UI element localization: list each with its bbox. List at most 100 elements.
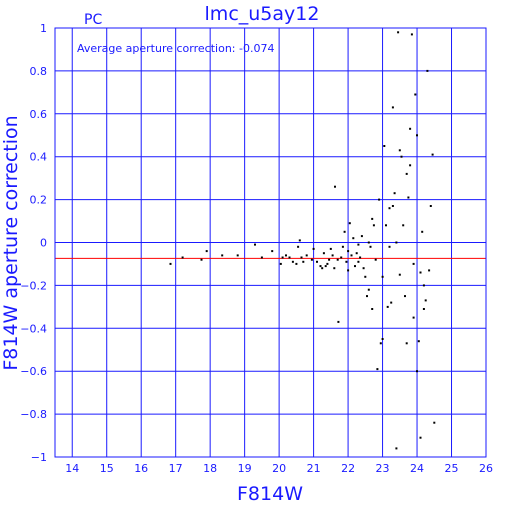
data-point: [359, 256, 362, 259]
data-point: [383, 145, 386, 147]
data-point: [347, 269, 350, 272]
data-point: [422, 308, 425, 310]
data-point: [288, 256, 291, 259]
data-point: [428, 269, 431, 272]
data-point: [391, 106, 394, 109]
data-point: [372, 224, 375, 227]
x-tick-label: 20: [272, 462, 286, 475]
data-point: [343, 230, 346, 233]
data-point: [355, 252, 358, 255]
data-point: [376, 368, 379, 371]
data-point: [395, 447, 398, 450]
data-point: [348, 222, 351, 225]
data-point: [386, 305, 389, 308]
data-point: [429, 205, 432, 207]
data-point: [388, 245, 391, 248]
chart-title: lmc_u5ay12: [205, 3, 320, 25]
x-tick-label: 21: [307, 462, 321, 475]
data-point: [397, 31, 400, 34]
data-point: [398, 273, 401, 276]
data-point: [221, 254, 224, 257]
y-tick-label: −1: [31, 451, 47, 464]
data-point: [329, 247, 332, 250]
x-tick-labels: 14 15 16 17 18 19 20 21 22 23 24 25 26: [65, 462, 493, 475]
plot-frame: [54, 27, 487, 458]
data-point: [333, 267, 336, 270]
data-point: [405, 172, 408, 175]
data-point: [328, 258, 331, 261]
data-point: [341, 245, 344, 248]
x-tick-label: 23: [376, 462, 390, 475]
data-point: [312, 247, 315, 250]
data-point: [424, 299, 427, 302]
data-points: [169, 31, 436, 450]
data-point: [433, 421, 436, 424]
data-point: [326, 262, 329, 265]
data-point: [285, 254, 287, 257]
x-tick-label: 24: [410, 462, 424, 475]
y-tick-label: 0.6: [30, 108, 48, 121]
y-tick-labels: −1 −0.8 −0.6 −0.4 −0.2 0 0.2 0.4 0.6 0.8 1: [20, 22, 47, 464]
data-point: [378, 198, 381, 201]
x-tick-label: 26: [479, 462, 493, 475]
data-point: [395, 241, 398, 244]
data-point: [374, 258, 377, 261]
data-point: [310, 258, 313, 261]
data-point: [369, 245, 372, 248]
data-point: [337, 320, 340, 323]
data-point: [169, 262, 172, 265]
data-point: [400, 155, 403, 158]
data-point: [371, 217, 374, 220]
y-tick-label: −0.6: [20, 365, 47, 378]
data-point: [354, 265, 356, 268]
grid-lines: [55, 27, 487, 458]
data-point: [352, 237, 355, 240]
data-point: [305, 254, 308, 257]
data-point: [409, 164, 412, 167]
data-point: [254, 243, 256, 246]
data-point: [236, 254, 239, 257]
data-point: [181, 256, 184, 259]
y-tick-label: 1: [40, 22, 47, 35]
data-point: [364, 275, 367, 278]
data-point: [260, 256, 263, 259]
y-tick-label: −0.4: [20, 322, 47, 335]
data-point: [421, 230, 424, 233]
x-tick-label: 18: [203, 462, 217, 475]
y-tick-label: −0.8: [20, 408, 47, 421]
data-point: [350, 254, 353, 257]
data-point: [416, 370, 418, 373]
data-point: [271, 250, 274, 253]
y-tick-label: 0.4: [30, 151, 48, 164]
data-point: [381, 275, 384, 278]
average-annotation: Average aperture correction: -0.074: [77, 42, 274, 55]
data-point: [281, 256, 284, 259]
data-point: [336, 258, 339, 261]
data-point: [316, 260, 318, 263]
data-point: [405, 342, 408, 345]
data-point: [347, 250, 350, 253]
data-point: [391, 205, 394, 207]
corner-label: PC: [84, 12, 102, 28]
x-tick-label: 14: [65, 462, 79, 475]
data-point: [334, 185, 336, 188]
data-point: [412, 316, 415, 319]
data-point: [416, 134, 418, 137]
data-point: [431, 153, 434, 156]
data-point: [385, 224, 387, 227]
data-point: [367, 288, 370, 291]
x-tick-label: 19: [238, 462, 252, 475]
data-point: [419, 436, 422, 439]
data-point: [414, 93, 417, 96]
data-point: [409, 127, 412, 130]
x-tick-label: 15: [100, 462, 114, 475]
data-point: [371, 308, 374, 310]
data-point: [331, 254, 334, 257]
data-point: [297, 245, 300, 248]
data-point: [412, 262, 415, 265]
x-tick-label: 17: [169, 462, 183, 475]
data-point: [200, 258, 203, 261]
data-point: [298, 239, 301, 242]
data-point: [319, 265, 322, 268]
